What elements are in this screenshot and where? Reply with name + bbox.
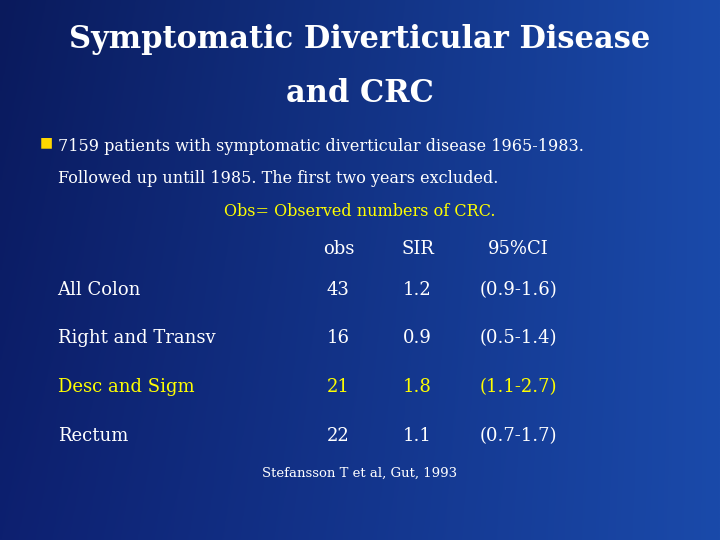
Text: All Colon: All Colon (58, 281, 141, 299)
Text: 22: 22 (327, 427, 350, 444)
Text: (0.5-1.4): (0.5-1.4) (480, 329, 557, 347)
Text: Symptomatic Diverticular Disease: Symptomatic Diverticular Disease (69, 24, 651, 55)
Text: 7159 patients with symptomatic diverticular disease 1965-1983.: 7159 patients with symptomatic diverticu… (58, 138, 583, 154)
Text: (0.7-1.7): (0.7-1.7) (480, 427, 557, 444)
Text: Desc and Sigm: Desc and Sigm (58, 378, 194, 396)
Text: 16: 16 (327, 329, 350, 347)
Text: Right and Transv: Right and Transv (58, 329, 215, 347)
Text: Rectum: Rectum (58, 427, 128, 444)
Text: 43: 43 (327, 281, 350, 299)
Text: SIR: SIR (401, 240, 434, 258)
Text: and CRC: and CRC (286, 78, 434, 109)
Text: (0.9-1.6): (0.9-1.6) (480, 281, 557, 299)
Text: Stefansson T et al, Gut, 1993: Stefansson T et al, Gut, 1993 (262, 467, 458, 480)
Text: 95%CI: 95%CI (488, 240, 549, 258)
Text: 21: 21 (327, 378, 350, 396)
Text: 1.1: 1.1 (403, 427, 432, 444)
Text: 0.9: 0.9 (403, 329, 432, 347)
Text: obs: obs (323, 240, 354, 258)
Text: 1.2: 1.2 (403, 281, 432, 299)
Text: Obs= Observed numbers of CRC.: Obs= Observed numbers of CRC. (224, 202, 496, 219)
Text: ■: ■ (40, 135, 53, 149)
Text: 1.8: 1.8 (403, 378, 432, 396)
Text: (1.1-2.7): (1.1-2.7) (480, 378, 557, 396)
Text: Followed up untill 1985. The first two years excluded.: Followed up untill 1985. The first two y… (58, 170, 498, 187)
